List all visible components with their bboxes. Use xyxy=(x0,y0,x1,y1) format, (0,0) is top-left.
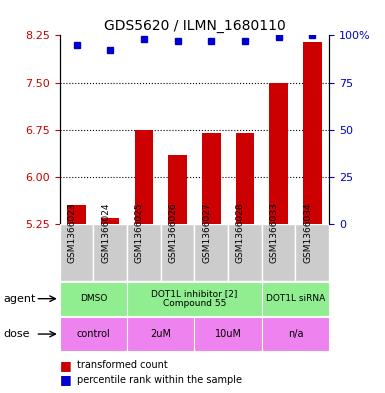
Text: transformed count: transformed count xyxy=(77,360,168,371)
Bar xyxy=(168,155,187,224)
Bar xyxy=(296,224,329,281)
Bar xyxy=(194,317,262,351)
Text: GSM1366026: GSM1366026 xyxy=(169,202,177,263)
Text: ■: ■ xyxy=(60,359,72,372)
Text: n/a: n/a xyxy=(288,329,303,339)
Text: GSM1366033: GSM1366033 xyxy=(270,202,279,263)
Text: GSM1366034: GSM1366034 xyxy=(303,202,312,263)
Text: GSM1366024: GSM1366024 xyxy=(101,202,110,263)
Bar xyxy=(303,42,321,224)
Bar xyxy=(101,218,119,224)
Text: DMSO: DMSO xyxy=(80,294,107,303)
Bar xyxy=(127,224,161,281)
Text: percentile rank within the sample: percentile rank within the sample xyxy=(77,375,242,385)
Text: control: control xyxy=(77,329,110,339)
Bar xyxy=(236,133,254,224)
Bar xyxy=(60,224,93,281)
Text: GSM1366025: GSM1366025 xyxy=(135,202,144,263)
Bar xyxy=(262,224,296,281)
Text: dose: dose xyxy=(4,329,30,339)
Text: 2uM: 2uM xyxy=(150,329,171,339)
Title: GDS5620 / ILMN_1680110: GDS5620 / ILMN_1680110 xyxy=(104,19,285,33)
Bar xyxy=(93,224,127,281)
Bar xyxy=(202,133,221,224)
Text: GSM1366023: GSM1366023 xyxy=(67,202,77,263)
Bar xyxy=(135,130,153,224)
Bar xyxy=(194,224,228,281)
Text: DOT1L siRNA: DOT1L siRNA xyxy=(266,294,325,303)
Text: DOT1L inhibitor [2]
Compound 55: DOT1L inhibitor [2] Compound 55 xyxy=(151,289,238,309)
Bar xyxy=(127,317,194,351)
Text: ■: ■ xyxy=(60,373,72,387)
Bar xyxy=(161,224,194,281)
Bar xyxy=(262,317,329,351)
Bar xyxy=(60,282,127,316)
Text: GSM1366027: GSM1366027 xyxy=(202,202,211,263)
Text: GSM1366028: GSM1366028 xyxy=(236,202,245,263)
Bar xyxy=(60,317,127,351)
Bar xyxy=(67,205,86,224)
Text: 10uM: 10uM xyxy=(214,329,242,339)
Bar xyxy=(270,83,288,224)
Bar xyxy=(262,282,329,316)
Bar xyxy=(228,224,262,281)
Bar xyxy=(127,282,262,316)
Text: agent: agent xyxy=(4,294,36,304)
